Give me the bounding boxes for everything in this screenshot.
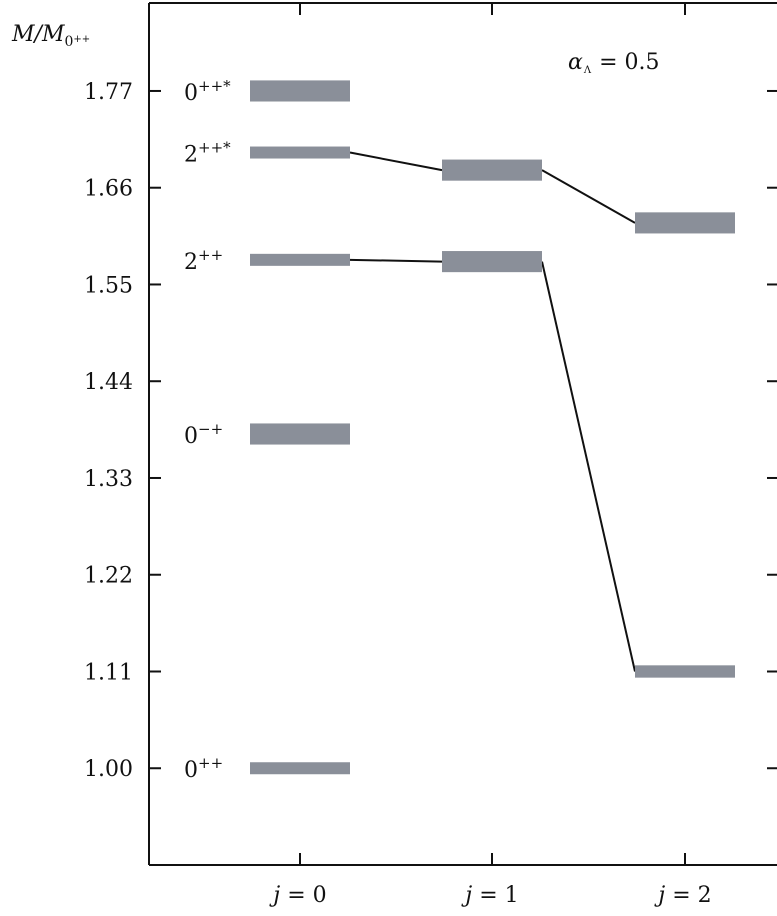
alpha-value: = 0.5 <box>599 50 660 75</box>
state-label-base: 0 <box>184 424 198 449</box>
state-label-sup: ++* <box>198 77 231 95</box>
state-label-base: 0 <box>184 758 198 783</box>
alpha-annotation: αΛ = 0.5 <box>568 50 660 76</box>
state-label: 0++* <box>184 77 231 106</box>
y-axis-label-subscript: 0++ <box>64 34 90 50</box>
state-label-base: 2 <box>184 250 198 275</box>
level-band <box>250 762 350 775</box>
level-band <box>250 253 350 266</box>
y-tick-label: 1.77 <box>84 80 133 105</box>
x-tick-label: j = 1 <box>460 883 518 908</box>
y-tick-label: 1.44 <box>84 370 133 395</box>
y-axis-label: M/M0++ <box>12 22 90 50</box>
state-label: 0−+ <box>184 420 223 449</box>
connection-line <box>541 261 636 672</box>
y-tick-label: 1.00 <box>84 757 133 782</box>
connection-line <box>541 169 636 224</box>
x-tick-variable: j <box>460 883 472 908</box>
level-band <box>635 212 735 234</box>
level-band <box>250 80 350 102</box>
level-band <box>442 159 542 181</box>
state-label-sup: ++ <box>198 754 223 772</box>
x-tick-label: j = 2 <box>653 883 711 908</box>
y-axis-label-sup: ++ <box>73 34 91 45</box>
state-label-sup: ++ <box>198 246 223 264</box>
state-label-base: 2 <box>184 143 198 168</box>
state-label-sup: −+ <box>198 420 223 438</box>
state-label: 2++ <box>184 246 223 275</box>
y-tick-label: 1.11 <box>84 660 133 685</box>
x-tick-value: = 1 <box>472 883 518 908</box>
x-tick-variable: j <box>653 883 665 908</box>
y-tick-label: 1.33 <box>84 467 133 492</box>
state-label: 0++ <box>184 754 223 783</box>
y-tick-label: 1.66 <box>84 177 133 202</box>
y-tick-label: 1.55 <box>84 273 133 298</box>
y-axis-label-main: M/M <box>12 22 65 47</box>
state-label-sup: ++* <box>198 139 231 157</box>
alpha-symbol: α <box>568 50 583 75</box>
state-label: 2++* <box>184 139 231 168</box>
y-tick-label: 1.22 <box>84 564 133 589</box>
level-band <box>250 423 350 445</box>
connection-line <box>349 151 443 172</box>
level-band <box>635 665 735 678</box>
alpha-subscript: Λ <box>583 65 592 76</box>
state-label-base: 0 <box>184 81 198 106</box>
level-band <box>250 146 350 159</box>
x-tick-variable: j <box>268 883 280 908</box>
y-axis-label-sub-base: 0 <box>64 34 74 50</box>
x-tick-value: = 2 <box>665 883 711 908</box>
connection-line <box>349 258 443 263</box>
level-band <box>442 251 542 273</box>
x-tick-label: j = 0 <box>268 883 326 908</box>
x-tick-value: = 0 <box>280 883 326 908</box>
